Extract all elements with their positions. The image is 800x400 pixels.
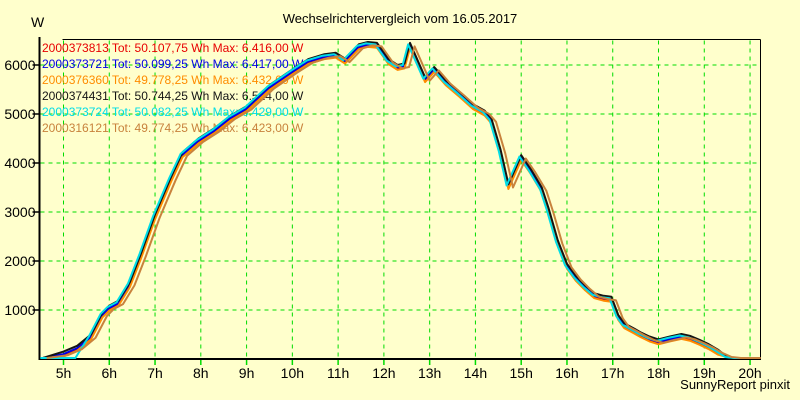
x-tick-label: 15h: [510, 365, 533, 381]
y-tick-label: 1000: [4, 302, 35, 318]
x-tick-label: 16h: [555, 365, 578, 381]
x-tick-label: 13h: [418, 365, 441, 381]
x-tick-label: 6h: [101, 365, 117, 381]
y-tick-label: 2000: [4, 253, 35, 269]
series-line-2000373813: [41, 44, 761, 359]
x-tick-label: 9h: [239, 365, 255, 381]
y-tick-label: 4000: [4, 155, 35, 171]
x-tick-label: 18h: [647, 365, 670, 381]
report-brand-label: SunnyReport pinxit: [680, 377, 790, 392]
x-tick-label: 17h: [601, 365, 624, 381]
y-tick-label: 6000: [4, 57, 35, 73]
legend-entry: 2000373721 Tot: 50.099,25 Wh Max: 6.417,…: [42, 57, 304, 71]
x-tick-label: 7h: [147, 365, 163, 381]
series-line-2000316121: [46, 44, 761, 359]
x-tick-label: 19h: [693, 365, 716, 381]
x-tick-label: 5h: [56, 365, 72, 381]
legend-entry: 2000376360 Tot: 49.778,25 Wh Max: 6.432,…: [42, 73, 304, 87]
legend-entry: 2000374431 Tot: 50.744,25 Wh Max: 6.524,…: [42, 89, 304, 103]
x-tick-label: 10h: [281, 365, 304, 381]
y-axis-unit-label: W: [31, 14, 45, 30]
x-tick-label: 14h: [464, 365, 487, 381]
chart-title: Wechselrichtervergleich vom 16.05.2017: [282, 11, 518, 26]
series-line-2000373724: [40, 42, 759, 359]
legend-entry: 2000373813 Tot: 50.107,75 Wh Max: 6.416,…: [42, 41, 304, 55]
chart-legend: 2000373813 Tot: 50.107,75 Wh Max: 6.416,…: [42, 40, 303, 136]
legend-entry: 2000316121 Tot: 49.774,25 Wh Max: 6.423,…: [42, 121, 304, 135]
series-line-2000373721: [41, 43, 761, 359]
x-tick-label: 11h: [327, 365, 349, 381]
series-line-2000376360: [41, 45, 761, 359]
x-tick-label: 8h: [193, 365, 209, 381]
y-tick-label: 3000: [4, 204, 35, 220]
x-tick-label: 20h: [738, 365, 761, 381]
y-tick-label: 5000: [4, 106, 35, 122]
x-tick-label: 12h: [372, 365, 395, 381]
series-line-2000374431: [41, 41, 761, 359]
